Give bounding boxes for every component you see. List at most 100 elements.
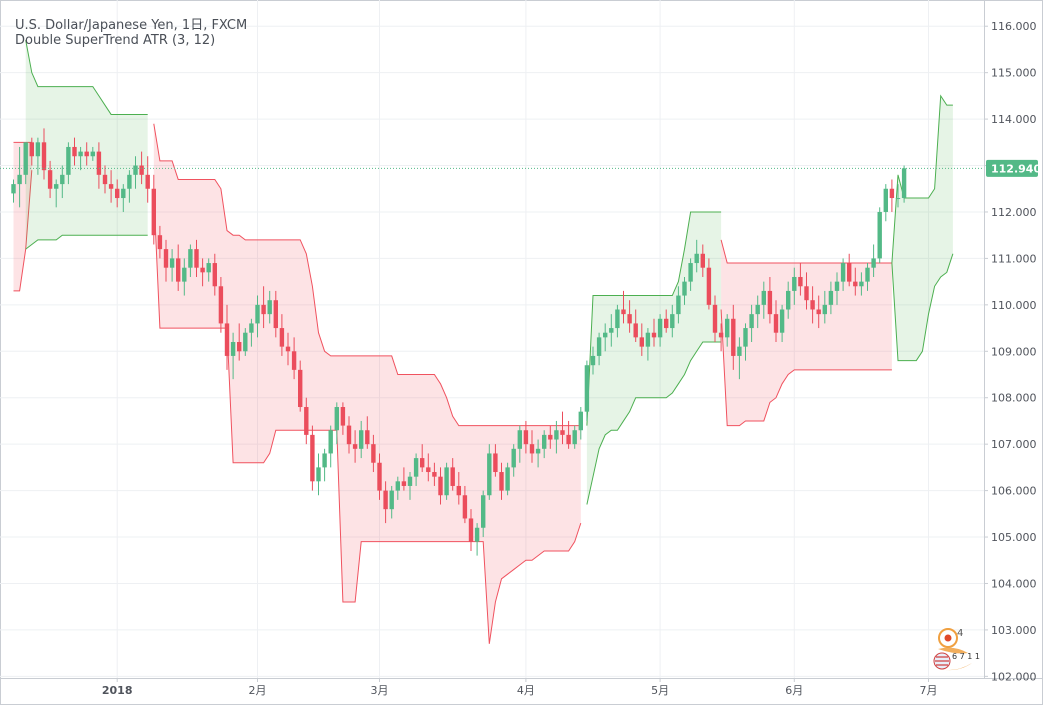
candle-body-144 bbox=[889, 188, 895, 199]
candle-body-71 bbox=[444, 467, 449, 496]
candle-body-16 bbox=[108, 184, 114, 189]
candle-38 bbox=[243, 328, 248, 356]
candle-body-105 bbox=[651, 332, 657, 338]
candle-112 bbox=[694, 239, 699, 273]
candle-body-143 bbox=[883, 188, 888, 212]
candle-body-55 bbox=[346, 425, 352, 445]
candle-body-103 bbox=[639, 337, 644, 347]
candle-16 bbox=[108, 170, 114, 203]
candle-64 bbox=[401, 467, 407, 491]
candle-body-110 bbox=[682, 281, 687, 296]
candle-body-101 bbox=[627, 314, 632, 324]
up-band-upper-line-1 bbox=[586, 211, 722, 426]
candle-body-106 bbox=[657, 318, 663, 338]
candle-body-36 bbox=[230, 342, 236, 356]
candle-body-38 bbox=[243, 332, 248, 352]
candle-body-61 bbox=[383, 490, 388, 510]
candle-129 bbox=[798, 263, 803, 296]
candle-body-131 bbox=[810, 300, 815, 310]
candle-body-78 bbox=[487, 453, 492, 496]
candle-body-14 bbox=[96, 151, 102, 175]
candle-body-7 bbox=[54, 184, 59, 189]
candle-50 bbox=[316, 453, 321, 496]
candle-body-47 bbox=[298, 369, 303, 408]
candle-5 bbox=[41, 128, 47, 180]
candle-31 bbox=[200, 258, 205, 287]
candle-94 bbox=[584, 360, 590, 421]
candle-86 bbox=[535, 439, 541, 468]
candle-97 bbox=[603, 323, 608, 352]
candle-body-138 bbox=[853, 281, 858, 287]
candle-body-115 bbox=[712, 304, 718, 333]
candle-80 bbox=[499, 462, 504, 500]
candle-19 bbox=[127, 170, 132, 203]
candle-body-35 bbox=[224, 323, 230, 356]
candle-body-51 bbox=[322, 453, 327, 468]
candle-66 bbox=[413, 453, 419, 486]
candle-body-63 bbox=[395, 481, 400, 491]
candle-body-119 bbox=[737, 346, 742, 356]
symbol-legend[interactable]: U.S. Dollar/Japanese Yen, 1日, FXCM bbox=[15, 18, 248, 33]
candle-128 bbox=[792, 267, 797, 305]
candle-body-2 bbox=[23, 142, 28, 175]
candle-40 bbox=[255, 295, 260, 338]
candle-body-133 bbox=[822, 304, 827, 315]
candle-30 bbox=[194, 239, 199, 277]
candle-body-126 bbox=[779, 309, 785, 333]
time-tick-label-3: 4月 bbox=[517, 684, 535, 697]
price-axis[interactable]: 102.000 103.000 104.000 105.000 106.000 107.0… bbox=[984, 20, 1037, 683]
candle-body-125 bbox=[773, 314, 779, 333]
candle-79 bbox=[493, 444, 498, 477]
candle-70 bbox=[438, 467, 443, 505]
candle-body-83 bbox=[517, 430, 522, 449]
candle-body-27 bbox=[176, 258, 181, 282]
candle-54 bbox=[340, 402, 346, 435]
candle-body-8 bbox=[60, 174, 65, 185]
candle-body-10 bbox=[72, 146, 77, 157]
candle-96 bbox=[596, 332, 602, 366]
candle-body-122 bbox=[755, 304, 760, 315]
candle-146 bbox=[901, 165, 907, 203]
candle-26 bbox=[169, 249, 175, 282]
indicator-legend[interactable]: Double SuperTrend ATR (3, 12) bbox=[15, 33, 216, 48]
candle-57 bbox=[359, 420, 364, 459]
candle-body-18 bbox=[121, 188, 126, 199]
candle-body-40 bbox=[255, 304, 260, 324]
candle-27 bbox=[176, 244, 181, 291]
candle-body-118 bbox=[731, 318, 736, 356]
candle-32 bbox=[206, 258, 211, 282]
candle-body-26 bbox=[169, 258, 175, 268]
candle-body-49 bbox=[310, 434, 315, 482]
candle-124 bbox=[767, 276, 773, 324]
candle-body-57 bbox=[359, 430, 364, 449]
candle-46 bbox=[291, 337, 297, 380]
time-axis[interactable]: 2018 2月 3月 4月 5月 6月 7月 bbox=[102, 678, 938, 697]
price-tick-label-3: 105.000 bbox=[991, 531, 1037, 544]
candle-42 bbox=[267, 290, 272, 324]
candle-123 bbox=[761, 281, 766, 319]
candle-body-116 bbox=[718, 332, 724, 338]
candle-body-5 bbox=[41, 142, 47, 171]
candle-body-93 bbox=[578, 411, 583, 431]
candle-88 bbox=[548, 425, 553, 449]
candle-body-137 bbox=[847, 263, 852, 282]
candle-12 bbox=[84, 142, 89, 166]
candle-body-39 bbox=[249, 323, 254, 333]
up-band-upper-line-0 bbox=[25, 40, 148, 115]
candle-body-25 bbox=[163, 249, 169, 268]
candle-body-76 bbox=[474, 527, 480, 542]
candle-body-19 bbox=[127, 174, 132, 189]
candle-body-20 bbox=[133, 165, 138, 175]
candle-body-108 bbox=[670, 314, 675, 329]
candle-body-32 bbox=[206, 263, 211, 273]
time-tick-label-1: 2月 bbox=[249, 684, 267, 697]
candle-2 bbox=[23, 142, 28, 185]
price-tick-label-14: 116.000 bbox=[991, 20, 1037, 33]
price-tick-label-1: 103.000 bbox=[991, 624, 1037, 637]
tradingview-watermark-icon: 4 6 7 1 1 bbox=[933, 628, 980, 671]
candle-89 bbox=[554, 420, 559, 454]
candle-10 bbox=[72, 137, 77, 166]
candle-47 bbox=[298, 360, 303, 412]
candle-body-22 bbox=[145, 174, 150, 189]
